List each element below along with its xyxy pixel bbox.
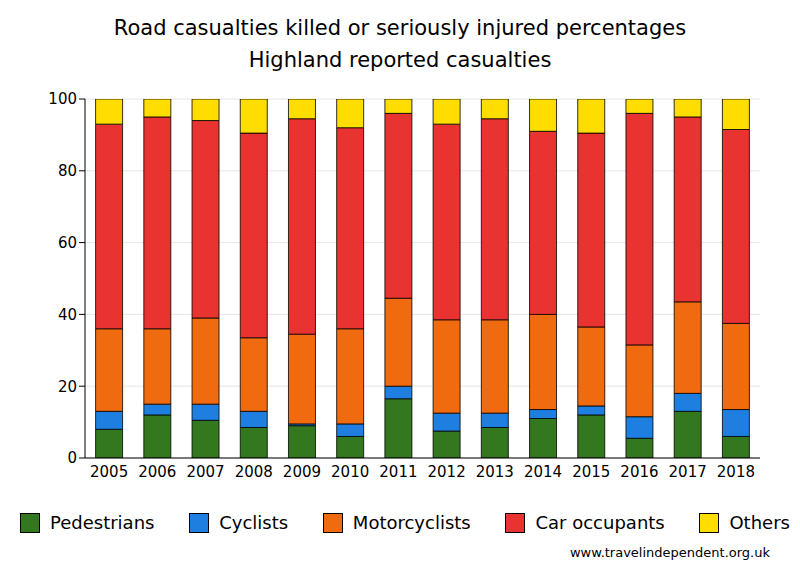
svg-text:2009: 2009 [283, 463, 321, 481]
svg-text:20: 20 [58, 378, 77, 396]
svg-text:2015: 2015 [572, 463, 610, 481]
svg-text:40: 40 [58, 306, 77, 324]
svg-text:2011: 2011 [379, 463, 417, 481]
svg-text:2018: 2018 [717, 463, 755, 481]
svg-text:2010: 2010 [331, 463, 369, 481]
html-text:Road casualties killed or seri: Road casualties killed or seriously inju… [113, 16, 687, 40]
html-text:Cyclists: Cyclists [219, 512, 289, 533]
svg-text:2008: 2008 [235, 463, 273, 481]
html-text:Pedestrians: Pedestrians [50, 512, 155, 533]
svg-text:2006: 2006 [138, 463, 176, 481]
svg-text:2017: 2017 [669, 463, 707, 481]
svg-text:2014: 2014 [524, 463, 562, 481]
svg-text:0: 0 [67, 449, 77, 467]
html-text:Others: Others [729, 512, 790, 533]
svg-text:2007: 2007 [186, 463, 224, 481]
svg-text:80: 80 [58, 162, 77, 180]
html-text:www.travelindependent.org.uk: www.travelindependent.org.uk [569, 545, 770, 560]
svg-text:2012: 2012 [428, 463, 466, 481]
svg-text:2005: 2005 [90, 463, 128, 481]
html-text:Motorcyclists: Motorcyclists [352, 512, 471, 533]
html-text:Car occupants: Car occupants [535, 512, 665, 533]
svg-text:100: 100 [48, 90, 77, 108]
html-text:Highland reported casualties: Highland reported casualties [248, 48, 552, 72]
svg-text:60: 60 [58, 234, 77, 252]
svg-text:2016: 2016 [620, 463, 658, 481]
svg-text:2013: 2013 [476, 463, 514, 481]
